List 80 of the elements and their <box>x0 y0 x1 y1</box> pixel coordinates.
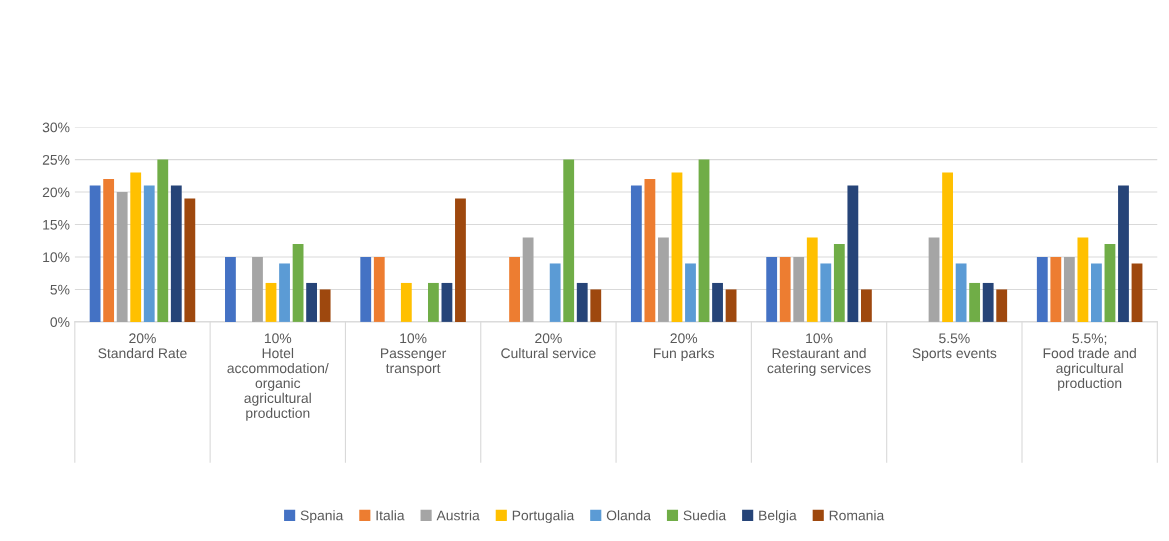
bar <box>400 282 412 322</box>
bar <box>509 256 520 322</box>
bar <box>766 256 778 322</box>
bar <box>292 243 304 322</box>
x-tick-label: 10% Hotel accommodation/ organic agricultural production <box>227 333 329 421</box>
bar <box>279 263 290 322</box>
legend-label: Romania <box>829 510 885 521</box>
bar <box>427 282 439 322</box>
bar <box>1077 237 1089 322</box>
bar <box>522 237 534 322</box>
bar <box>847 185 859 322</box>
legend-label: Austria <box>436 510 480 521</box>
bar <box>942 172 953 322</box>
bar <box>89 185 101 322</box>
x-tick-label: 5.5%; Food trade and agricultural production <box>1043 333 1136 391</box>
y-tick-label: 15% <box>43 219 70 230</box>
legend-label: Suedia <box>683 510 727 521</box>
bar <box>1104 243 1116 322</box>
bar <box>252 256 263 322</box>
bar <box>1118 185 1129 322</box>
bar <box>779 256 791 322</box>
bar <box>1131 263 1143 322</box>
bar <box>319 289 331 322</box>
legend-label: Olanda <box>606 510 651 521</box>
y-tick-label: 0% <box>50 317 70 328</box>
y-tick-label: 5% <box>50 284 70 295</box>
bar <box>712 282 723 322</box>
bar <box>130 172 142 322</box>
x-tick-label: 20% Cultural service <box>501 333 596 359</box>
legend-label: Italia <box>376 510 405 521</box>
x-tick-label: 20% Standard Rate <box>98 333 187 359</box>
bar <box>630 185 642 322</box>
bar <box>1050 256 1062 322</box>
bar <box>671 172 683 322</box>
bar <box>698 159 710 322</box>
bar <box>441 282 453 322</box>
x-tick-label: 20% Fun parks <box>653 333 715 361</box>
y-tick-label: 30% <box>42 122 70 133</box>
bar <box>170 185 182 322</box>
bar <box>1063 256 1075 322</box>
bar <box>806 237 818 322</box>
bar <box>184 198 196 322</box>
x-tick-label: 5.5% Sports events <box>912 333 997 361</box>
bar <box>725 289 737 322</box>
bar <box>103 179 115 322</box>
legend-label: Portugalia <box>512 510 575 524</box>
bar <box>658 237 669 322</box>
y-tick-label: 20% <box>42 187 70 198</box>
bar <box>969 282 981 322</box>
bar <box>549 263 561 322</box>
bar <box>360 256 372 322</box>
legend-label: Belgia <box>759 510 797 524</box>
bar <box>820 263 832 322</box>
bar <box>955 263 967 322</box>
x-tick-label: 10% Passenger transport <box>381 333 447 376</box>
bar <box>996 289 1008 322</box>
bar <box>928 237 940 322</box>
bar <box>455 198 466 322</box>
y-tick-label: 25% <box>42 154 70 165</box>
bar <box>685 263 696 322</box>
bar <box>590 289 602 322</box>
legend-label: Spania <box>300 510 344 524</box>
bar <box>833 243 845 322</box>
bar <box>1091 263 1102 322</box>
bar <box>644 179 656 322</box>
bar <box>860 289 872 322</box>
bar <box>793 256 805 322</box>
x-tick-label: 10% Restaurant and catering services <box>767 333 871 376</box>
bar <box>157 159 169 322</box>
bar <box>265 282 277 322</box>
bar <box>563 159 575 322</box>
bar <box>225 256 236 322</box>
bar <box>373 256 385 322</box>
bar <box>576 282 588 322</box>
bar <box>1036 256 1048 322</box>
bar <box>116 192 128 322</box>
bar <box>143 185 155 322</box>
bar <box>982 282 994 322</box>
bar <box>306 282 318 322</box>
y-tick-label: 10% <box>43 252 70 263</box>
